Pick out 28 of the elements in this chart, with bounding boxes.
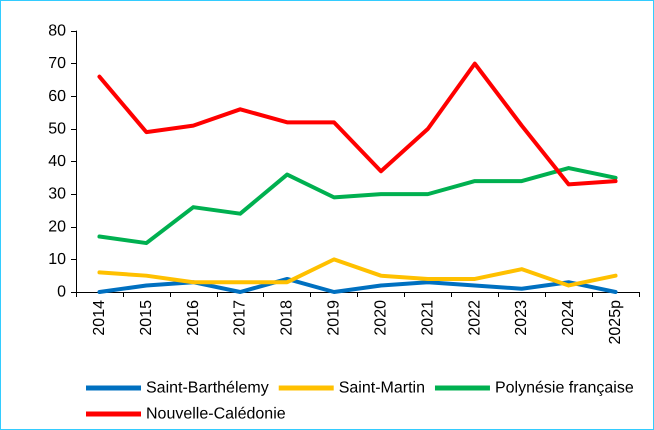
y-tick-label: 30 (48, 186, 66, 203)
legend-label: Saint-Martin (338, 380, 425, 396)
legend-label: Saint-Barthélemy (146, 380, 269, 396)
y-tick-label: 0 (57, 284, 66, 300)
legend-label: Polynésie française (494, 380, 634, 396)
x-tick-label: 2023 (513, 300, 530, 336)
y-tick-label: 60 (48, 88, 66, 105)
x-tick-label: 2021 (419, 300, 436, 336)
y-tick-label: 70 (48, 55, 66, 72)
y-tick-label: 80 (48, 22, 66, 40)
x-tick-label: 2015 (138, 300, 155, 336)
line-series (97, 62, 618, 186)
x-tick-label: 2017 (232, 300, 249, 336)
y-tick-label: 40 (48, 153, 66, 170)
x-tick-label: 2022 (466, 300, 484, 336)
line-series (97, 257, 618, 288)
y-tick-label: 50 (48, 120, 66, 138)
x-tick-label: 2019 (326, 300, 343, 336)
x-tick-label: 2020 (372, 300, 390, 336)
y-tick-label: 20 (48, 218, 66, 236)
x-tick-label: 2024 (560, 300, 578, 336)
legend-label: Nouvelle-Calédonie (146, 406, 286, 422)
y-tick-label: 10 (48, 250, 66, 268)
x-tick-label: 2018 (278, 300, 296, 336)
x-tick-label: 2016 (184, 300, 202, 336)
line-series (97, 166, 618, 246)
x-tick-label: 2025p (607, 300, 624, 344)
x-tick-label: 2014 (90, 300, 108, 336)
